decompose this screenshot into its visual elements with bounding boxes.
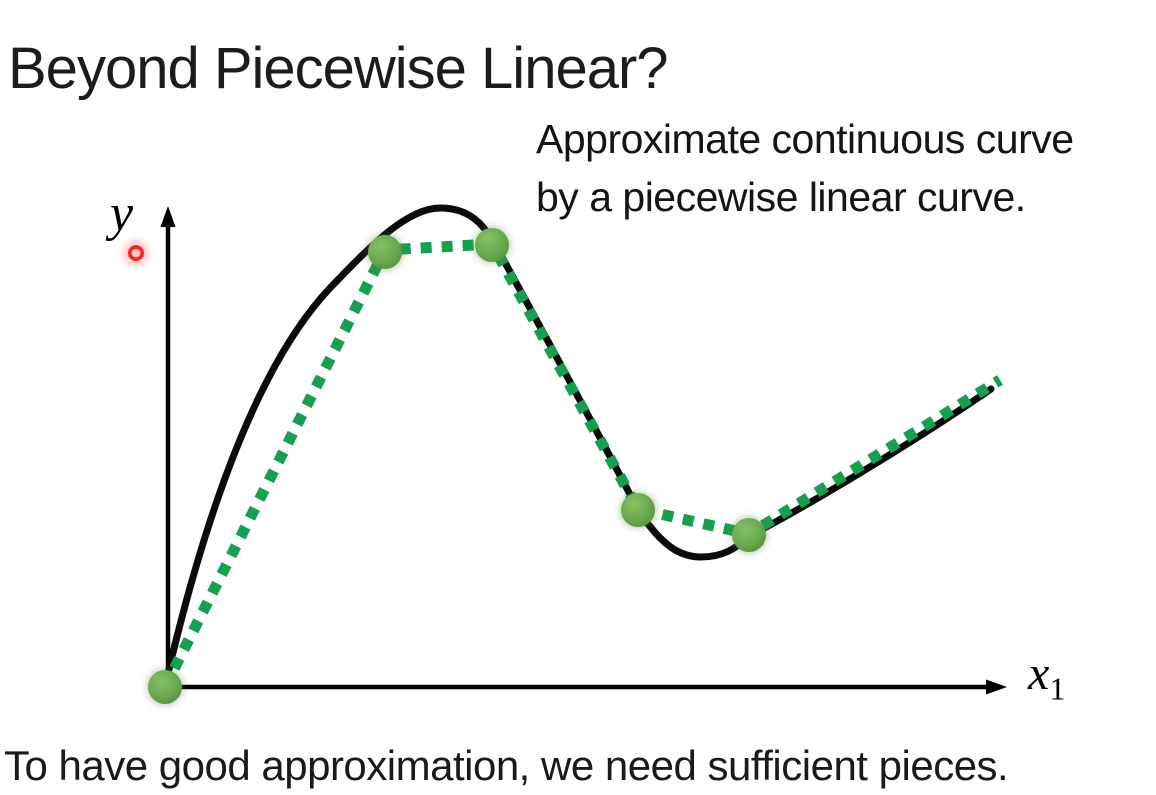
laser-pointer-dot [128,245,145,262]
slide-title: Beyond Piecewise Linear? [8,35,669,101]
anchor-dot [475,228,509,262]
x-axis-label: x1 [1028,646,1065,705]
anchor-dot [732,518,766,552]
annotation-text: Approximate continuous curve by a piecew… [536,110,1074,226]
laser-pointer-glow [123,240,149,266]
y-axis-arrowhead [160,206,176,227]
piecewise-linear-dashed-curve [160,238,1003,690]
x-axis-label-subscript: 1 [1049,670,1066,707]
annotation-line-1: Approximate continuous curve [536,116,1074,162]
x-axis-arrowhead [986,679,1007,695]
x-axis-label-base: x [1028,647,1050,700]
continuous-curve [161,204,995,690]
y-axis-label: y [110,185,134,242]
anchor-dot [148,670,182,704]
caption-text: To have good approximation, we need suff… [4,742,1009,789]
anchor-dot [621,493,655,527]
anchor-dot [368,235,402,269]
annotation-line-2: by a piecewise linear curve. [536,174,1026,220]
